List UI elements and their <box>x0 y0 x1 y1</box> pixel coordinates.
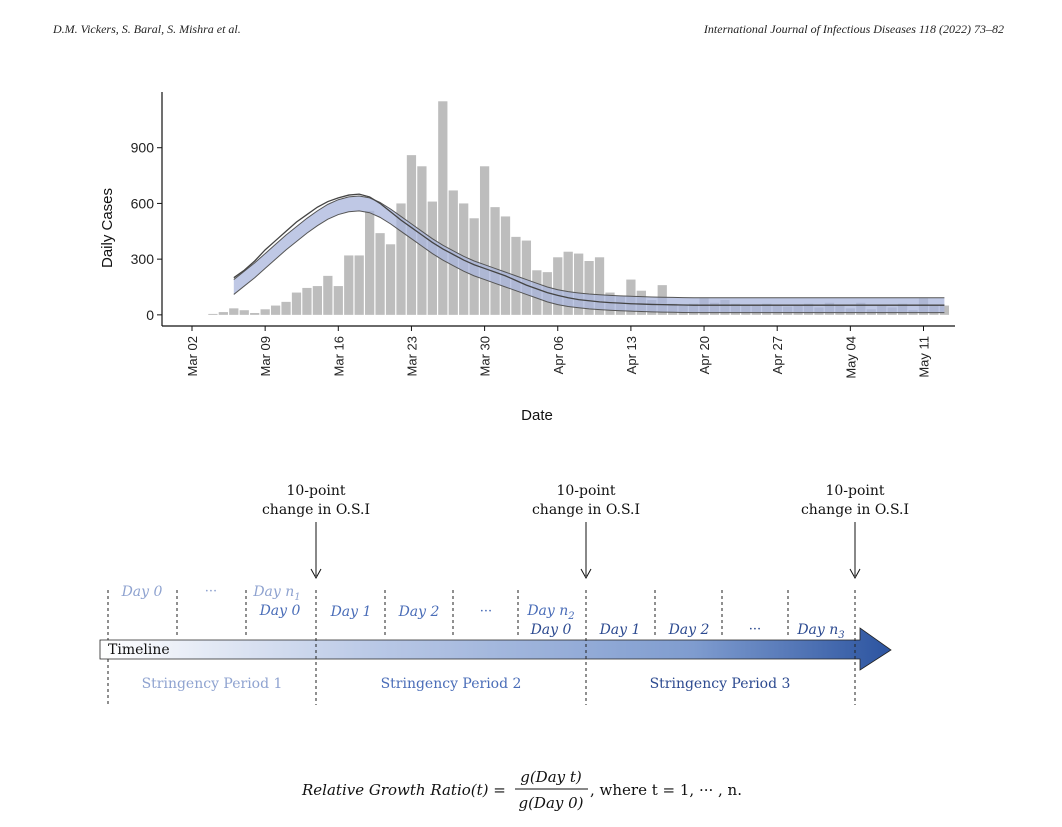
bar <box>218 312 228 315</box>
bar <box>427 201 437 315</box>
y-tick-label: 300 <box>131 251 155 267</box>
bar <box>396 203 406 315</box>
osi-arrow-label-line2: change in O.S.I <box>532 502 640 518</box>
stringency-period-3-label: Stringency Period 3 <box>650 676 791 692</box>
running-header-journal: International Journal of Infectious Dise… <box>703 22 1004 36</box>
bar <box>312 286 323 315</box>
smoothed-series <box>233 193 945 314</box>
osi-arrow-label-line1: 10-point <box>556 483 615 499</box>
p3-day0-label: Day 0 <box>530 622 572 638</box>
p3-day2-label: Day 2 <box>668 622 710 638</box>
p1-day0-label: Day 0 <box>121 584 163 600</box>
arrowhead-icon <box>849 568 861 580</box>
timeline-arrow <box>99 627 892 671</box>
p2-day1-label: Day 1 <box>330 604 372 620</box>
bar <box>490 207 500 315</box>
p3-day1-label: Day 1 <box>599 622 641 638</box>
timeline-label: Timeline <box>108 642 170 658</box>
stringency-period-1-label: Stringency Period 1 <box>142 676 283 692</box>
y-axis-title: Daily Cases <box>99 188 116 268</box>
bar <box>385 244 396 315</box>
y-tick-label: 600 <box>131 195 155 211</box>
bar <box>250 313 260 315</box>
bar <box>574 253 584 315</box>
arrowhead-icon <box>310 568 322 580</box>
x-tick-label: Apr 13 <box>624 336 639 374</box>
bar <box>344 255 354 315</box>
x-tick-label: Mar 23 <box>404 336 419 376</box>
x-tick-label: Apr 20 <box>697 336 712 374</box>
x-axis-title: Date <box>521 407 553 424</box>
p3-ellipsis: ··· <box>749 622 761 637</box>
bar <box>208 313 218 315</box>
bar <box>229 308 239 315</box>
formula-numerator: g(Day t) <box>520 768 582 786</box>
osi-change-arrow-2: 10-point change in O.S.I <box>532 483 640 580</box>
bar <box>375 233 385 315</box>
relative-growth-ratio-formula: Relative Growth Ratio(t) = g(Day t) g(Da… <box>301 768 742 812</box>
x-tick-label: Mar 16 <box>331 336 346 376</box>
p2-day2-label: Day 2 <box>398 604 440 620</box>
bar <box>333 286 343 315</box>
stringency-period-2-label: Stringency Period 2 <box>381 676 522 692</box>
x-tick-label: May 04 <box>843 336 858 379</box>
p2-day0-label: Day 0 <box>259 603 301 619</box>
bar <box>354 255 364 315</box>
p2-dayn-label: Day n2 <box>526 603 574 622</box>
x-tick-label: Mar 30 <box>478 336 493 376</box>
x-tick-label: Mar 09 <box>258 336 273 376</box>
p1-ellipsis: ··· <box>205 584 217 599</box>
bar <box>365 210 375 315</box>
osi-change-arrow-3: 10-point change in O.S.I <box>801 483 909 580</box>
x-tick-label: Apr 06 <box>551 336 566 374</box>
band-lower-line <box>233 210 945 314</box>
bar <box>594 257 605 315</box>
p1-dayn-label: Day n1 <box>252 584 300 603</box>
y-tick-label: 900 <box>131 140 155 156</box>
confidence-band <box>233 196 945 313</box>
bar <box>281 301 291 315</box>
bar <box>323 275 333 315</box>
bar <box>438 101 448 315</box>
bar <box>563 251 573 315</box>
x-tick-label: May 11 <box>917 336 932 378</box>
bar <box>260 309 270 315</box>
daily-cases-chart: 0 300 600 900 Mar 02 Mar 09 Mar 16 Mar 23 Mar 3… <box>99 92 955 424</box>
y-tick-label: 0 <box>146 307 154 323</box>
bar <box>500 216 511 315</box>
osi-arrow-label-line1: 10-point <box>825 483 884 499</box>
osi-change-arrow-1: 10-point change in O.S.I <box>262 483 370 580</box>
formula-denominator: g(Day 0) <box>518 794 583 812</box>
bar <box>270 305 281 315</box>
band-upper-line <box>233 195 945 299</box>
stringency-timeline-diagram: Timeline 10-point change in O.S.I <box>99 483 909 705</box>
osi-arrow-label-line1: 10-point <box>286 483 345 499</box>
osi-arrow-label-line2: change in O.S.I <box>801 502 909 518</box>
x-tick-label: Mar 02 <box>185 336 200 376</box>
bar <box>521 240 532 315</box>
y-ticks: 0 300 600 900 <box>131 140 162 323</box>
osi-arrow-label-line2: change in O.S.I <box>262 502 370 518</box>
bar <box>553 257 563 315</box>
smoothed-trend-line <box>233 193 945 306</box>
x-ticks: Mar 02 Mar 09 Mar 16 Mar 23 Mar 30 Apr 06 Apr … <box>185 326 932 379</box>
bar <box>479 166 490 315</box>
x-tick-label: Apr 27 <box>770 336 785 374</box>
running-header-authors: D.M. Vickers, S. Baral, S. Mishra et al. <box>53 22 241 36</box>
bar <box>302 287 312 315</box>
arrowhead-icon <box>580 568 592 580</box>
bar <box>584 261 594 315</box>
p2-ellipsis: ··· <box>480 604 492 619</box>
formula-rhs: , where t = 1, ··· , n. <box>590 781 742 799</box>
bar <box>291 292 302 315</box>
formula-lhs: Relative Growth Ratio(t) = <box>301 781 506 799</box>
bar <box>239 310 249 315</box>
p3-dayn-label: Day n3 <box>796 622 844 641</box>
bar-series <box>208 101 950 315</box>
